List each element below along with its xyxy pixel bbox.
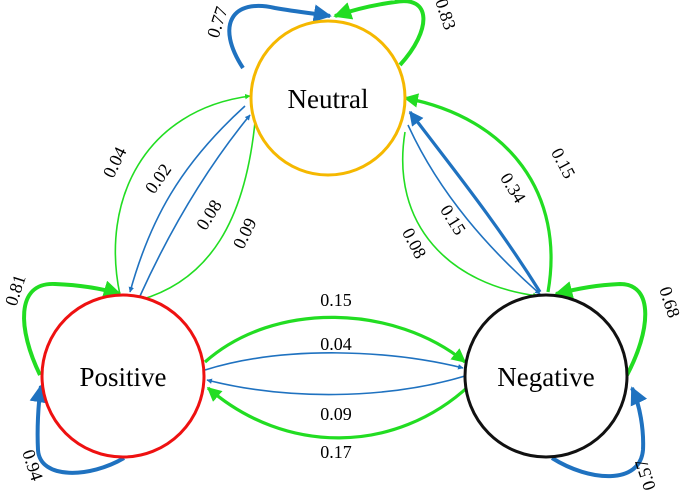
edge-positive-to-neutral-green xyxy=(114,93,251,296)
edge-positive-to-negative-blue xyxy=(204,352,464,371)
edge-label-neutral-to-negative-green: 0.08 xyxy=(398,225,430,262)
node-positive: Positive xyxy=(40,293,206,459)
edge-label-negative-to-neutral-blue: 0.34 xyxy=(496,169,530,206)
edge-label-neutral-to-positive-green: 0.09 xyxy=(229,215,261,252)
edge-negative-self-blue xyxy=(550,386,648,479)
edge-positive-to-neutral-blue xyxy=(139,114,251,297)
edge-neutral-self-green xyxy=(333,0,426,67)
node-neutral-label: Neutral xyxy=(288,84,369,114)
node-positive-label: Positive xyxy=(79,362,166,392)
edge-label-positive-self-blue: 0.94 xyxy=(18,447,47,483)
edge-positive-self-green xyxy=(22,280,122,376)
edge-positive-to-negative-green xyxy=(203,315,467,364)
edge-neutral-self-blue xyxy=(227,3,332,70)
node-negative-label: Negative xyxy=(497,362,594,392)
edge-label-positive-to-negative-green: 0.15 xyxy=(320,290,352,310)
edge-negative-self-green xyxy=(554,281,648,376)
edge-label-neutral-self-green: 0.83 xyxy=(431,0,460,32)
edge-negative-to-positive-blue xyxy=(206,375,466,396)
edge-neutral-to-positive-blue xyxy=(128,105,246,293)
edge-negative-to-neutral-blue xyxy=(408,110,542,293)
edge-label-neutral-to-positive-blue: 0.02 xyxy=(141,160,175,197)
edge-positive-self-blue xyxy=(29,384,126,475)
edge-negative-to-neutral-green xyxy=(403,93,553,293)
node-negative: Negative xyxy=(463,293,629,459)
edge-label-positive-to-negative-blue: 0.04 xyxy=(320,334,352,354)
edge-label-neutral-to-negative-blue: 0.15 xyxy=(436,201,470,238)
edge-label-negative-to-neutral-green: 0.15 xyxy=(547,145,579,182)
edge-label-positive-to-neutral-green: 0.04 xyxy=(99,144,131,181)
edge-label-negative-to-positive-blue: 0.09 xyxy=(320,404,352,424)
edge-label-negative-self-green: 0.68 xyxy=(655,284,680,320)
edge-label-neutral-self-blue: 0.77 xyxy=(203,4,232,40)
edge-label-negative-to-positive-green: 0.17 xyxy=(320,442,352,462)
edge-label-positive-to-neutral-blue: 0.08 xyxy=(192,196,226,233)
edge-neutral-to-negative-green xyxy=(401,131,539,299)
edge-negative-to-positive-green xyxy=(206,383,472,440)
edge-neutral-to-negative-blue xyxy=(407,124,541,295)
edge-label-negative-self-blue: 0.57 xyxy=(631,457,660,493)
edge-neutral-to-positive-green xyxy=(139,121,256,302)
node-neutral: Neutral xyxy=(249,19,407,177)
